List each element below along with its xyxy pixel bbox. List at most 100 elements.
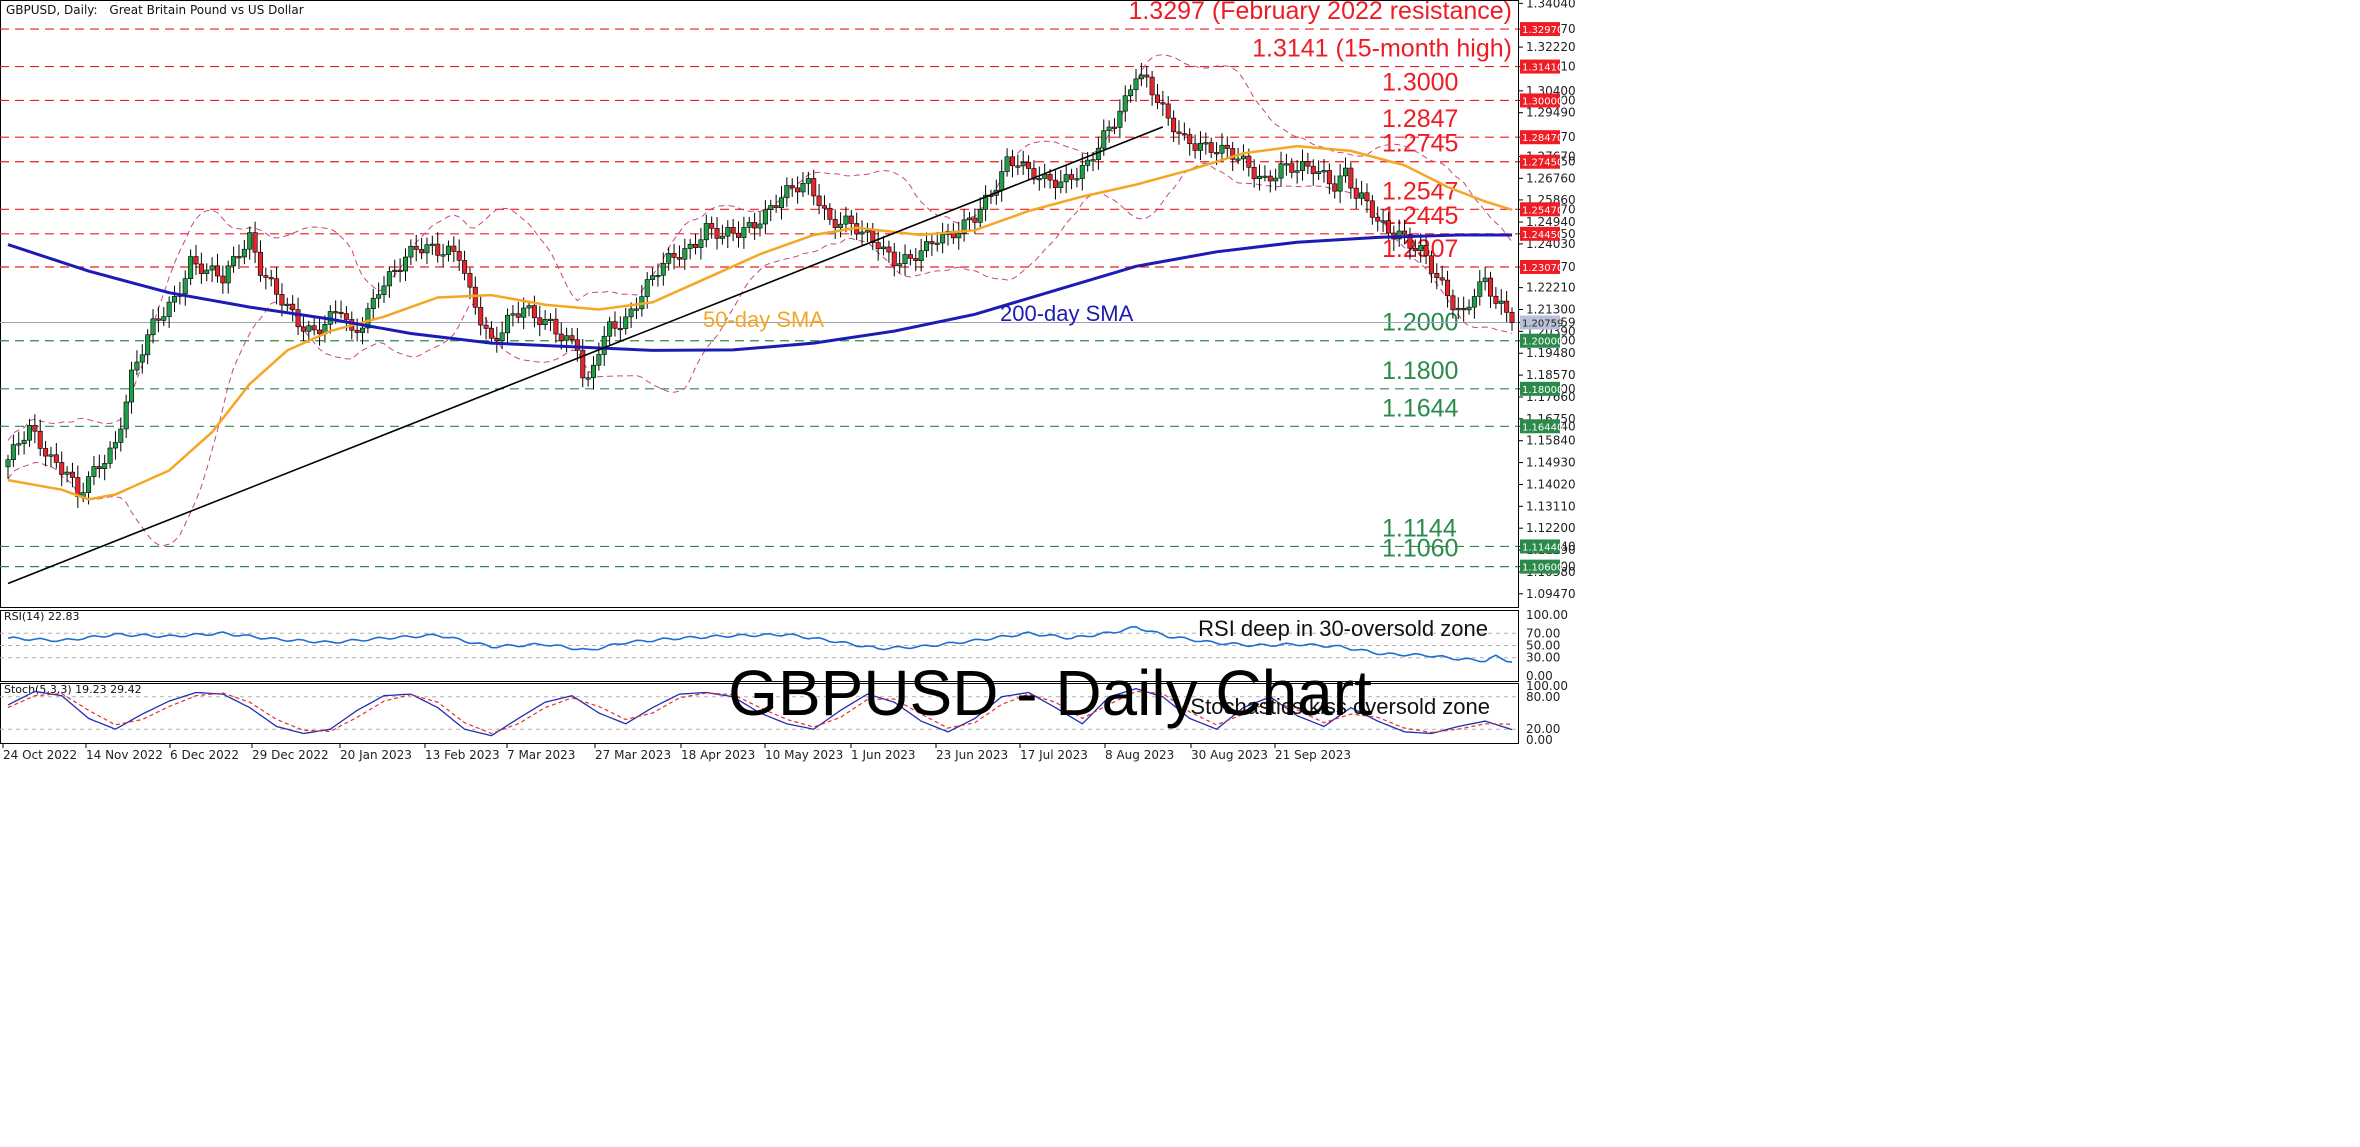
candle: [381, 276, 387, 304]
candle-body: [676, 257, 682, 260]
candle-body: [800, 183, 806, 193]
candle: [1273, 168, 1279, 191]
bollinger-lower-band: [7, 162, 1513, 547]
rsi-line: [7, 625, 1513, 663]
resistance-level-label: 1.3297 (February 2022 resistance): [1128, 0, 1512, 25]
candle-body: [1101, 130, 1107, 149]
candle-body: [757, 223, 763, 229]
candle-body: [1020, 162, 1026, 167]
candle-body: [1369, 200, 1375, 218]
stochastic-level-label: 80.00: [1526, 690, 1560, 704]
candle-body: [172, 296, 178, 303]
sma50-line: [7, 144, 1513, 501]
candle: [548, 313, 554, 332]
price-tick-label: 1.32220: [1526, 40, 1576, 54]
candle: [746, 216, 752, 234]
candle-body: [1181, 133, 1187, 136]
candle-body: [370, 297, 376, 310]
candle: [241, 239, 247, 265]
candle: [1385, 212, 1391, 240]
candle-body: [1079, 165, 1085, 179]
candle-body: [752, 222, 758, 229]
candle-body: [1477, 281, 1483, 297]
candle: [1418, 233, 1424, 263]
candle: [789, 178, 795, 197]
candle: [1488, 271, 1494, 309]
candle: [1004, 148, 1010, 177]
candle-body: [279, 294, 285, 306]
candle: [1240, 144, 1246, 171]
candle-body: [376, 294, 382, 299]
candle-body: [1359, 192, 1365, 199]
resistance-level-label: 1.2745: [1382, 130, 1458, 158]
candle-body: [655, 274, 661, 278]
candle: [1122, 85, 1128, 122]
candle: [1445, 270, 1451, 308]
candle-body: [1305, 161, 1311, 167]
candle-body: [386, 271, 392, 287]
candle: [386, 266, 392, 298]
candle-body: [526, 305, 532, 309]
candle-body: [1246, 155, 1252, 168]
candle: [1364, 183, 1370, 213]
candle: [1504, 291, 1510, 323]
candle-body: [64, 471, 70, 475]
candle: [698, 227, 704, 260]
candle: [768, 199, 774, 222]
candle: [16, 431, 22, 456]
candle: [32, 414, 38, 444]
candle: [1181, 122, 1187, 141]
candle-body: [1418, 244, 1424, 252]
candle: [1407, 227, 1413, 260]
candle: [585, 371, 591, 387]
candle-body: [1461, 307, 1467, 311]
candle: [1160, 90, 1166, 116]
candle-body: [392, 269, 398, 273]
candle: [1165, 96, 1171, 126]
candle-body: [16, 443, 22, 446]
candle: [966, 212, 972, 230]
candle-body: [505, 314, 511, 334]
candle-body: [1095, 147, 1101, 160]
rsi-header: RSI(14) 22.83: [4, 610, 79, 623]
candle-body: [1310, 165, 1316, 174]
candle: [1079, 153, 1085, 191]
candle-body: [773, 205, 779, 209]
candle-body: [1257, 175, 1263, 180]
candle: [376, 282, 382, 308]
candles: [5, 62, 1515, 508]
candle-body: [1052, 179, 1058, 188]
candle: [451, 236, 457, 263]
candle-body: [1192, 143, 1198, 151]
candle: [188, 249, 194, 285]
candle: [445, 240, 451, 262]
support-level-label: 1.1644: [1382, 394, 1459, 422]
resistance-level-label: 1.2847: [1382, 105, 1458, 133]
candle: [317, 317, 323, 346]
candle: [1085, 151, 1091, 172]
candle-body: [929, 241, 935, 245]
candle: [1466, 299, 1472, 315]
candle: [762, 200, 768, 234]
candle-body: [843, 215, 849, 225]
candle-body: [214, 265, 220, 277]
candle-body: [139, 354, 145, 363]
current-price-badge: [1520, 315, 1560, 330]
candle: [875, 230, 881, 261]
candle-body: [746, 222, 752, 228]
candle-body: [778, 197, 784, 209]
candle: [1450, 289, 1456, 319]
price-tick-label: 1.14020: [1526, 477, 1576, 491]
candle-body: [1224, 144, 1230, 149]
candle-body: [59, 462, 65, 475]
candle-body: [220, 275, 226, 284]
candle: [1267, 170, 1273, 193]
candle-body: [445, 245, 451, 255]
candle: [531, 295, 537, 328]
candle: [1283, 153, 1289, 176]
candle: [676, 245, 682, 267]
candle-body: [161, 316, 167, 321]
